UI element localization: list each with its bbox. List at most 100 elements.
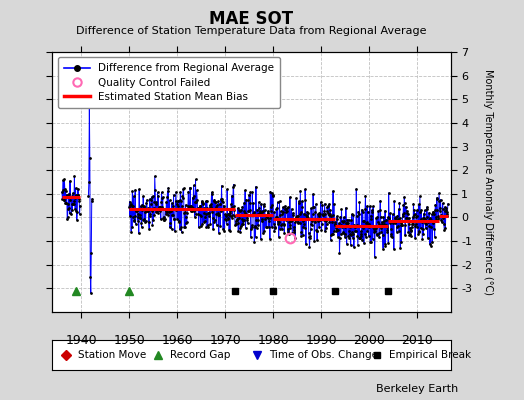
Point bbox=[308, 217, 316, 224]
Point bbox=[419, 226, 427, 232]
Point bbox=[310, 238, 319, 244]
Point bbox=[387, 232, 395, 239]
Point bbox=[385, 215, 394, 221]
Point bbox=[343, 240, 351, 247]
Point bbox=[286, 194, 294, 200]
Point bbox=[421, 215, 430, 222]
Point bbox=[241, 187, 249, 194]
Point bbox=[210, 198, 218, 204]
Point bbox=[402, 203, 410, 210]
Point bbox=[58, 188, 66, 195]
Point bbox=[418, 219, 426, 226]
Point bbox=[435, 190, 443, 196]
Point bbox=[256, 210, 265, 216]
Point bbox=[218, 198, 226, 204]
Point bbox=[127, 228, 135, 235]
Point bbox=[268, 192, 277, 198]
Point bbox=[422, 221, 430, 228]
Point bbox=[299, 232, 307, 238]
Point bbox=[330, 228, 339, 234]
Point bbox=[191, 176, 200, 183]
Point bbox=[68, 207, 77, 214]
Point bbox=[309, 210, 317, 217]
Point bbox=[420, 214, 429, 221]
Point bbox=[403, 210, 412, 217]
Point bbox=[277, 221, 286, 227]
Point bbox=[408, 224, 416, 230]
Point bbox=[410, 211, 419, 218]
Point bbox=[279, 221, 288, 227]
Point bbox=[279, 204, 287, 210]
Point bbox=[346, 242, 355, 248]
Point bbox=[369, 229, 378, 235]
Point bbox=[131, 187, 139, 193]
Point bbox=[363, 219, 371, 225]
Point bbox=[187, 202, 195, 209]
Point bbox=[152, 199, 160, 206]
Point bbox=[407, 232, 415, 239]
Point bbox=[295, 198, 303, 205]
Text: Station Move: Station Move bbox=[78, 350, 147, 360]
Point bbox=[60, 176, 69, 183]
Point bbox=[201, 214, 209, 220]
Point bbox=[88, 195, 96, 202]
Point bbox=[204, 224, 212, 230]
Point bbox=[145, 226, 154, 232]
Point bbox=[264, 214, 272, 221]
Point bbox=[252, 234, 260, 240]
Point bbox=[141, 218, 150, 224]
Point bbox=[242, 225, 250, 231]
Point bbox=[390, 215, 399, 221]
Point bbox=[313, 237, 321, 243]
Text: Difference of Station Temperature Data from Regional Average: Difference of Station Temperature Data f… bbox=[77, 26, 427, 36]
Point bbox=[193, 196, 201, 203]
Point bbox=[211, 217, 219, 224]
Point bbox=[310, 204, 318, 210]
Point bbox=[244, 208, 252, 214]
Point bbox=[210, 196, 219, 203]
Point bbox=[156, 204, 164, 210]
Point bbox=[345, 235, 354, 241]
Point bbox=[307, 205, 315, 212]
Point bbox=[269, 193, 277, 200]
Point bbox=[62, 200, 70, 206]
Point bbox=[293, 220, 302, 226]
Point bbox=[341, 233, 349, 240]
Point bbox=[74, 186, 82, 192]
Point bbox=[220, 205, 228, 212]
Point bbox=[343, 216, 351, 223]
Point bbox=[165, 207, 173, 213]
Point bbox=[251, 222, 259, 229]
Point bbox=[324, 202, 332, 209]
Point bbox=[379, 245, 387, 252]
Point bbox=[220, 228, 228, 234]
Point bbox=[305, 235, 314, 241]
Point bbox=[73, 209, 81, 216]
Point bbox=[394, 222, 402, 229]
Point bbox=[271, 216, 280, 222]
Point bbox=[232, 220, 240, 227]
Point bbox=[433, 194, 441, 201]
Point bbox=[236, 224, 244, 231]
Point bbox=[412, 214, 420, 221]
Point bbox=[86, 273, 94, 280]
Point bbox=[164, 184, 172, 191]
Point bbox=[157, 216, 165, 222]
Point bbox=[299, 218, 307, 224]
Point bbox=[409, 200, 418, 207]
Point bbox=[226, 208, 235, 214]
Point bbox=[347, 217, 355, 224]
Point bbox=[206, 221, 214, 227]
Point bbox=[189, 205, 198, 211]
Point bbox=[411, 223, 420, 230]
Point bbox=[165, 208, 173, 215]
Point bbox=[184, 203, 192, 209]
Point bbox=[214, 210, 222, 216]
Point bbox=[288, 217, 296, 223]
Point bbox=[390, 198, 398, 204]
Point bbox=[234, 228, 243, 234]
Point bbox=[198, 220, 206, 227]
Point bbox=[283, 228, 292, 235]
Point bbox=[424, 219, 432, 225]
Point bbox=[311, 219, 319, 225]
